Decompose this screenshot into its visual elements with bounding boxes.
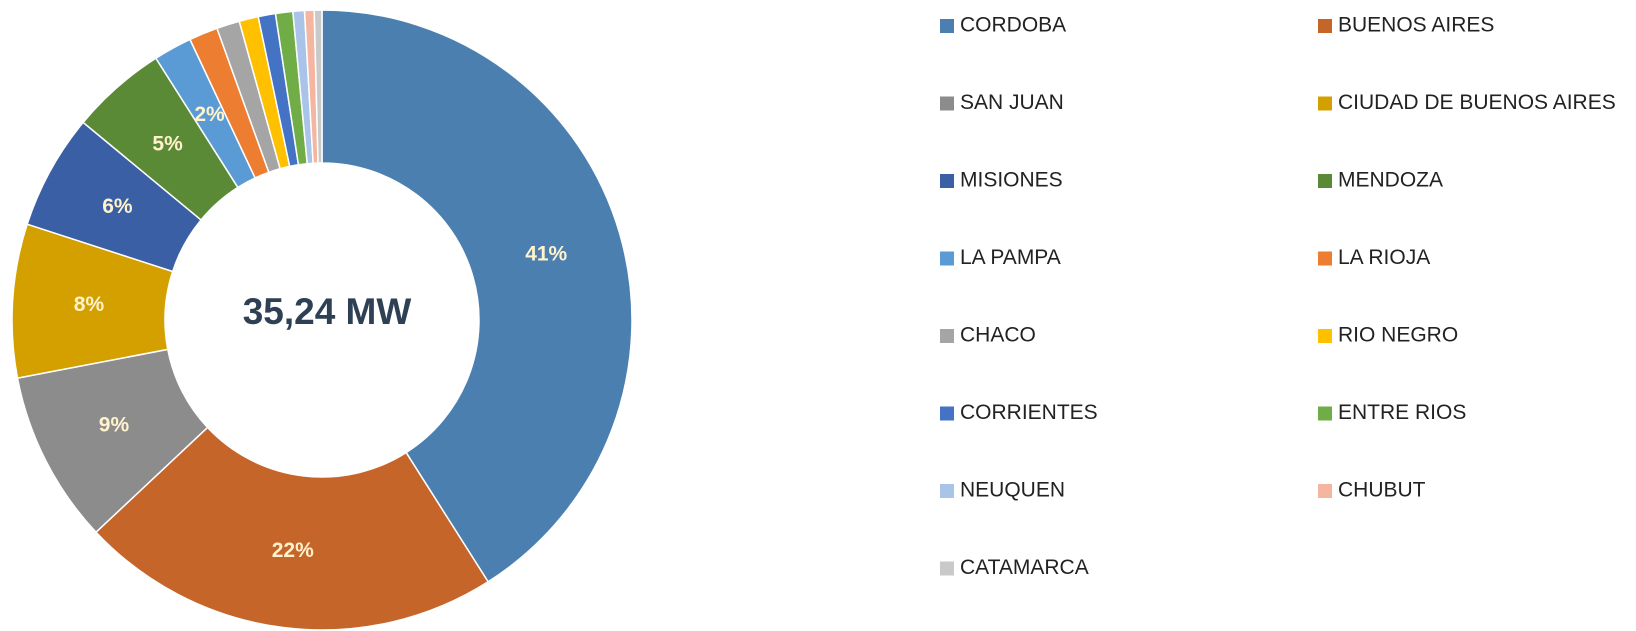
legend-label: RIO NEGRO — [1338, 324, 1458, 347]
legend-label: NEUQUEN — [960, 479, 1065, 502]
legend-label: MISIONES — [960, 169, 1063, 192]
legend-swatch — [1318, 329, 1332, 343]
legend-label: CIUDAD DE BUENOS AIRES — [1338, 91, 1616, 114]
legend-label: MENDOZA — [1338, 169, 1443, 192]
slice — [313, 9, 323, 164]
legend-swatch — [1318, 251, 1332, 266]
legend-label: ENTRE RIOS — [1338, 401, 1466, 424]
legend-swatch — [940, 174, 954, 188]
slice — [94, 426, 490, 631]
legend-label: LA RIOJA — [1338, 246, 1430, 269]
legend-swatch — [1318, 96, 1332, 111]
data-label: 5% — [152, 132, 183, 155]
legend-swatch — [940, 251, 954, 266]
legend-label: CHUBUT — [1338, 479, 1426, 502]
data-label: 6% — [102, 195, 133, 218]
center-label: 35,24 MW — [243, 291, 412, 332]
legend-swatch — [940, 406, 954, 421]
legend-label: BUENOS AIRES — [1338, 14, 1494, 37]
data-label: 41% — [525, 242, 567, 265]
legend-swatch — [940, 19, 954, 33]
legend-swatch — [940, 484, 954, 498]
legend-swatch — [1318, 484, 1332, 498]
legend-label: SAN JUAN — [960, 91, 1064, 114]
data-label: 2% — [194, 103, 225, 126]
legend-swatch — [1318, 174, 1332, 188]
legend-swatch — [1318, 19, 1332, 33]
legend-label: CHACO — [960, 324, 1036, 347]
data-label: 8% — [74, 293, 105, 316]
data-label: 9% — [99, 414, 130, 437]
legend-label: CATAMARCA — [960, 556, 1089, 579]
legend-swatch — [940, 329, 954, 343]
legend-swatch — [940, 561, 954, 576]
legend-label: LA PAMPA — [960, 246, 1061, 269]
data-label: 22% — [272, 539, 314, 562]
legend-swatch — [1318, 406, 1332, 421]
legend-label: CORRIENTES — [960, 401, 1098, 424]
legend-swatch — [940, 96, 954, 111]
legend-label: CORDOBA — [960, 14, 1066, 37]
slice — [321, 9, 633, 583]
